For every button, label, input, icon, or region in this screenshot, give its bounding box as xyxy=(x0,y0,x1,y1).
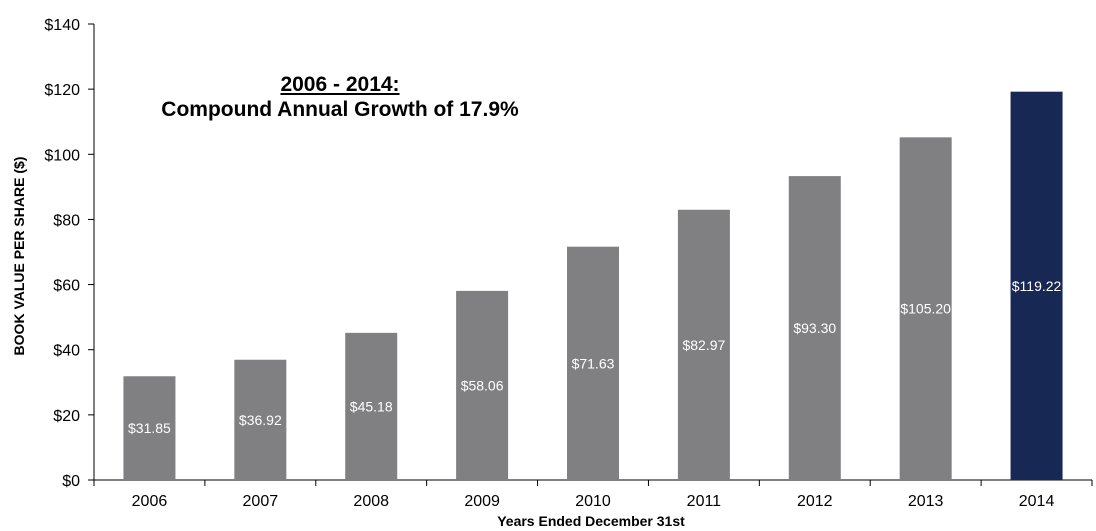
y-tick-label: $60 xyxy=(53,278,80,295)
y-tick-label: $80 xyxy=(53,212,80,229)
bar-value-label: $105.20 xyxy=(900,301,951,317)
bar-value-label: $45.18 xyxy=(350,398,393,414)
bar-2012 xyxy=(788,176,841,480)
y-axis-title: BOOK VALUE PER SHARE ($) xyxy=(11,157,27,356)
bars xyxy=(123,91,1063,481)
bar-labels: $31.85 $36.92 $45.18 $58.06 $71.63 $82.97 $93.… xyxy=(128,278,1062,436)
x-tick-label: 2010 xyxy=(575,493,611,510)
bar-2013 xyxy=(899,137,952,480)
bar-2011 xyxy=(677,209,730,480)
x-axis: 2006 2007 2008 2009 2010 2011 2012 2013 2014 xyxy=(93,479,1093,510)
bar-value-label: $36.92 xyxy=(239,412,282,428)
bar-value-label: $82.97 xyxy=(682,337,725,353)
y-tick-label: $0 xyxy=(62,473,80,490)
bar-2006 xyxy=(123,376,176,480)
y-axis: $0 $20 $40 $60 $80 $100 $120 $140 xyxy=(44,17,95,490)
bar-value-label: $71.63 xyxy=(572,355,615,371)
bar-value-label: $119.22 xyxy=(1012,278,1062,294)
bar-value-label: $31.85 xyxy=(128,420,171,436)
x-tick-label: 2013 xyxy=(908,493,944,510)
y-tick-label: $20 xyxy=(53,408,80,425)
bar-2009 xyxy=(456,290,509,480)
y-tick-label: $100 xyxy=(44,147,80,164)
bar-2007 xyxy=(234,359,287,480)
annotation-period: 2006 - 2014: xyxy=(280,73,400,96)
x-tick-label: 2007 xyxy=(243,493,279,510)
bar-2010 xyxy=(567,246,619,480)
y-tick-label: $120 xyxy=(44,82,80,99)
y-tick-label: $40 xyxy=(53,343,80,360)
x-tick-label: 2008 xyxy=(353,493,389,510)
x-tick-label: 2009 xyxy=(464,493,500,510)
x-axis-title: Years Ended December 31st xyxy=(497,513,685,529)
growth-annotation: 2006 - 2014: Compound Annual Growth of 1… xyxy=(150,72,530,122)
bar-value-label: $93.30 xyxy=(793,320,836,336)
bar-value-label: $58.06 xyxy=(461,377,504,393)
x-tick-label: 2006 xyxy=(132,493,168,510)
x-tick-label: 2014 xyxy=(1019,493,1055,510)
bar-2008 xyxy=(345,332,398,480)
x-tick-label: 2011 xyxy=(687,493,722,510)
annotation-growth-text: Compound Annual Growth of 17.9% xyxy=(161,98,519,121)
y-tick-label: $140 xyxy=(44,17,80,34)
x-tick-label: 2012 xyxy=(797,493,833,510)
bar-2014 xyxy=(1010,91,1063,481)
